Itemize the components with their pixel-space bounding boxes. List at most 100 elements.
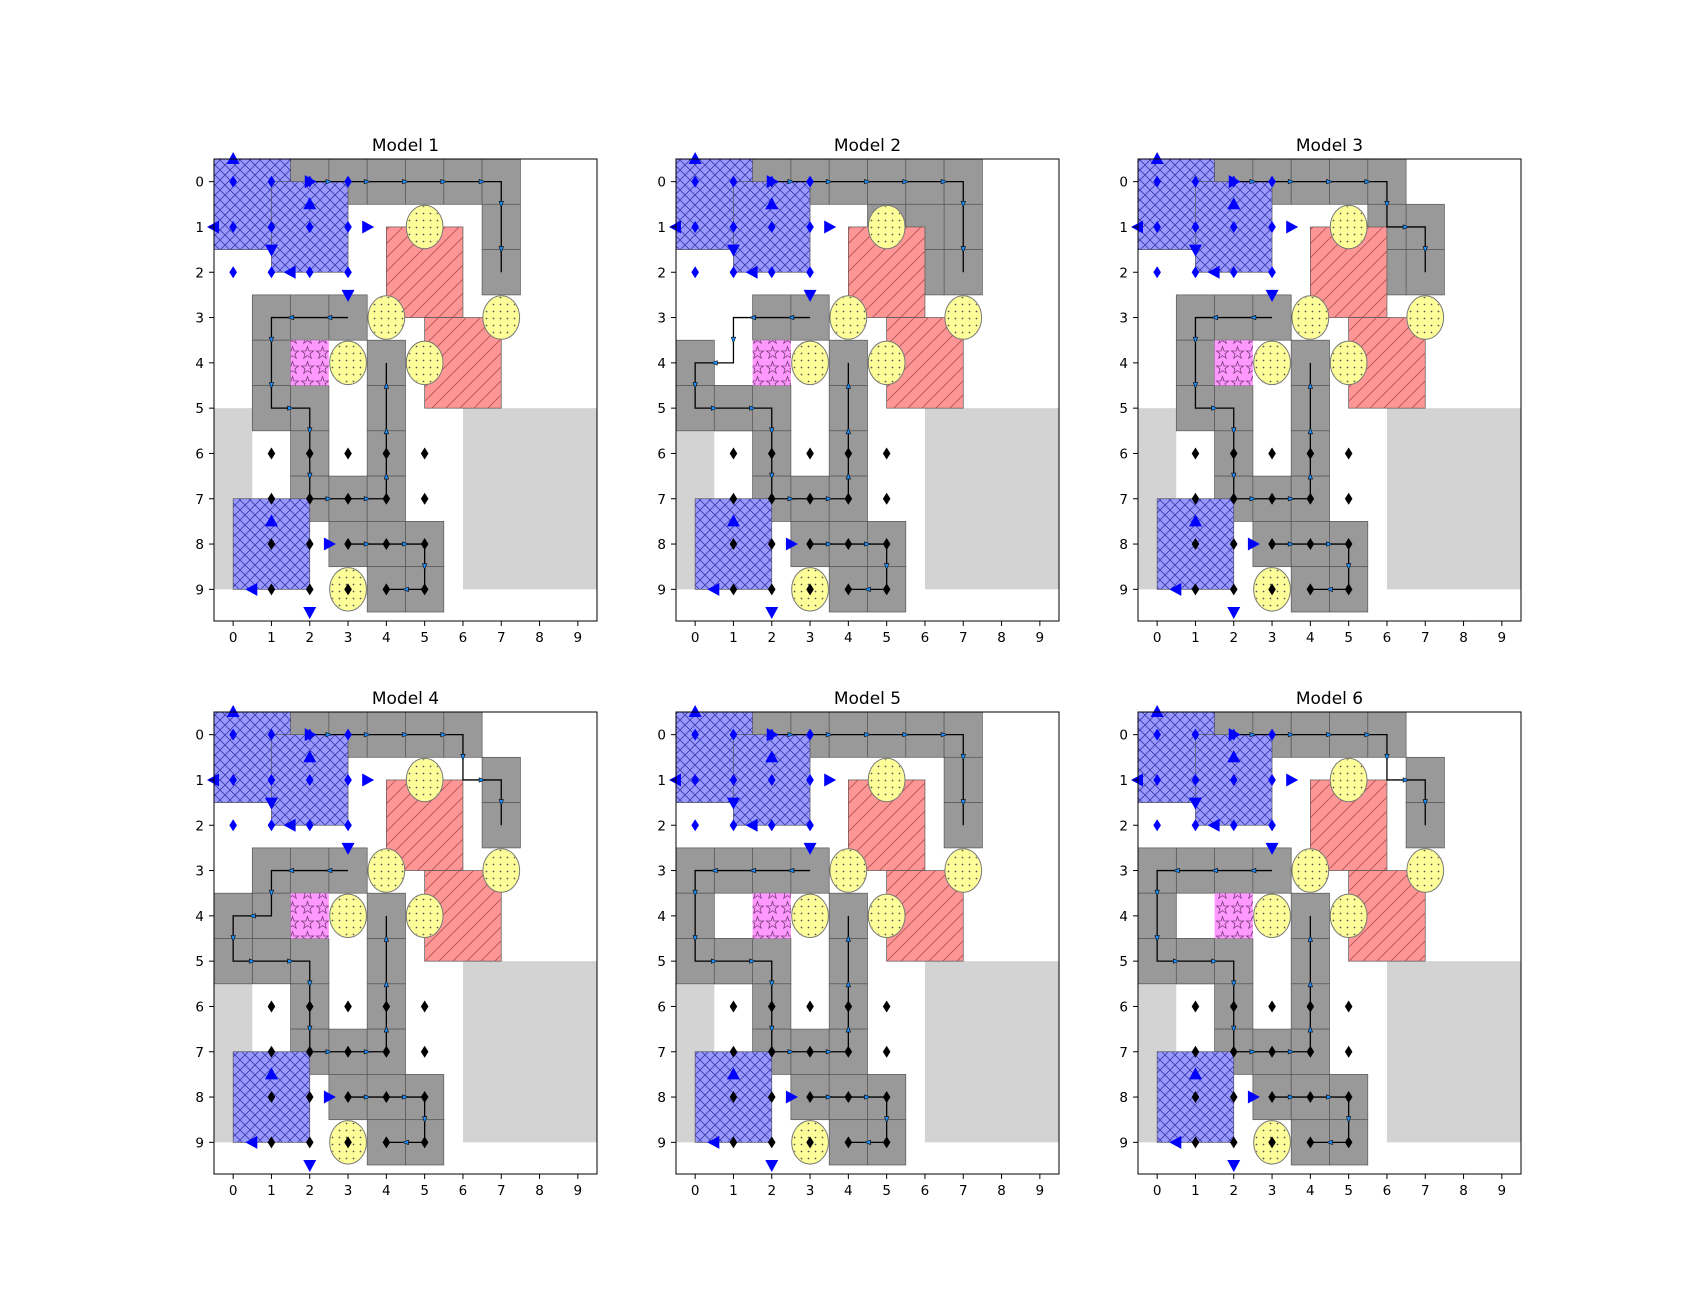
path-arrow — [710, 405, 719, 411]
y-tick-label: 0 — [1119, 728, 1128, 744]
blue-triangle-up — [1188, 514, 1202, 527]
path-arrow — [787, 179, 795, 185]
path-arrow — [863, 1139, 871, 1145]
black-diamond — [1191, 1000, 1200, 1013]
black-diamond — [344, 538, 352, 551]
path-arrow — [383, 1025, 389, 1033]
blue-triangle-up — [303, 197, 317, 210]
panel-5: 0 1 2 3 4 5 6 7 8 9 0 1 2 3 4 5 6 7 8 9 Model 5 — [657, 689, 1060, 1199]
path-arrow — [287, 958, 295, 964]
y-tick-label: 3 — [195, 311, 204, 327]
x-tick-label: 5 — [882, 1183, 891, 1199]
black-diamond — [382, 492, 391, 505]
blue-diamond — [267, 175, 276, 188]
black-diamond — [420, 1091, 429, 1104]
path-arrow — [363, 496, 372, 502]
black-diamond — [882, 1091, 891, 1104]
blue-triangle-right — [1286, 773, 1299, 787]
blue-diamond — [1229, 773, 1238, 786]
path-arrow — [787, 496, 795, 502]
x-tick-label: 6 — [921, 1183, 930, 1199]
blue-triangle-down — [341, 289, 355, 302]
yellow-oval-dots — [330, 342, 366, 384]
yellow-oval-dots — [330, 895, 366, 937]
blue-triangle-left — [745, 818, 758, 832]
black-diamond — [305, 1045, 314, 1058]
path-arrow — [1326, 179, 1334, 185]
path-arrow — [960, 246, 966, 254]
black-diamond — [1268, 583, 1276, 596]
black-diamond — [806, 1136, 814, 1149]
plot-area — [676, 159, 1059, 613]
path-arrow — [498, 201, 504, 209]
blue-triangle-down — [803, 842, 817, 855]
y-tick-label: 3 — [1119, 311, 1128, 327]
blue-diamond — [729, 728, 738, 741]
black-diamond — [806, 1045, 814, 1058]
black-diamond — [344, 1045, 352, 1058]
blue-diamond — [1268, 819, 1276, 832]
x-tick-label: 0 — [691, 1183, 700, 1199]
black-diamond — [1229, 1136, 1238, 1149]
path-line — [1233, 180, 1426, 273]
path-arrow — [1364, 732, 1372, 738]
blue-triangle-left — [283, 818, 296, 832]
path-arrow — [692, 382, 698, 390]
x-tick-label: 0 — [691, 630, 700, 646]
blue-diamond — [229, 728, 237, 741]
black-diamond — [806, 447, 814, 460]
blue-triangle-up — [1227, 197, 1241, 210]
plot-area — [1138, 712, 1521, 1166]
path-arrow — [325, 496, 333, 502]
path-arrow — [825, 1094, 834, 1100]
y-tick-label: 9 — [1119, 1135, 1128, 1151]
black-diamond — [420, 538, 429, 551]
y-tick-label: 0 — [195, 175, 204, 191]
black-diamond — [844, 492, 853, 505]
blue-diamond — [806, 773, 814, 786]
yellow-oval-dots — [407, 206, 443, 248]
black-diamond — [1191, 1045, 1200, 1058]
black-diamond — [1268, 447, 1276, 460]
y-tick-label: 3 — [657, 311, 666, 327]
blue-diamond — [1229, 266, 1238, 279]
pink-cell-stars — [290, 893, 329, 939]
blue-triangle-down — [1227, 607, 1241, 619]
path-arrow — [307, 427, 313, 435]
blue-diamond — [344, 728, 352, 741]
black-diamond — [1268, 492, 1276, 505]
black-diamond — [267, 538, 276, 551]
x-tick-label: 7 — [959, 630, 968, 646]
blue-diamond — [729, 773, 738, 786]
y-tick-label: 6 — [195, 446, 204, 462]
black-diamond — [382, 1045, 391, 1058]
axes-frame — [1137, 711, 1522, 1175]
x-tick-label: 2 — [1229, 1183, 1238, 1199]
y-tick-label: 1 — [195, 220, 204, 236]
axes-frame — [213, 158, 598, 622]
path-arrow — [787, 1049, 795, 1055]
blue-triangle-down — [264, 797, 278, 810]
blue-diamond — [729, 819, 738, 832]
path-arrow — [287, 405, 295, 411]
black-diamond — [729, 1000, 738, 1013]
blue-triangle-right — [1228, 728, 1241, 742]
black-diamond — [1229, 1091, 1238, 1104]
blue-triangle-right — [766, 175, 779, 189]
blue-diamond — [267, 773, 276, 786]
y-tick-label: 7 — [195, 1045, 204, 1061]
yellow-oval-dots — [869, 342, 905, 384]
path-arrow — [769, 980, 775, 988]
black-diamond — [1344, 1136, 1353, 1149]
path-arrow — [268, 336, 275, 345]
blue-triangle-right — [362, 220, 375, 234]
blue-diamond — [344, 220, 352, 233]
path-arrow — [498, 246, 504, 254]
black-diamond — [344, 492, 352, 505]
path-arrow — [1307, 426, 1313, 435]
path-arrow — [902, 732, 910, 738]
gray-zone — [1386, 961, 1521, 1143]
blue-triangle-right — [1286, 220, 1299, 234]
y-tick-label: 5 — [195, 401, 204, 417]
path-arrow — [325, 1049, 333, 1055]
